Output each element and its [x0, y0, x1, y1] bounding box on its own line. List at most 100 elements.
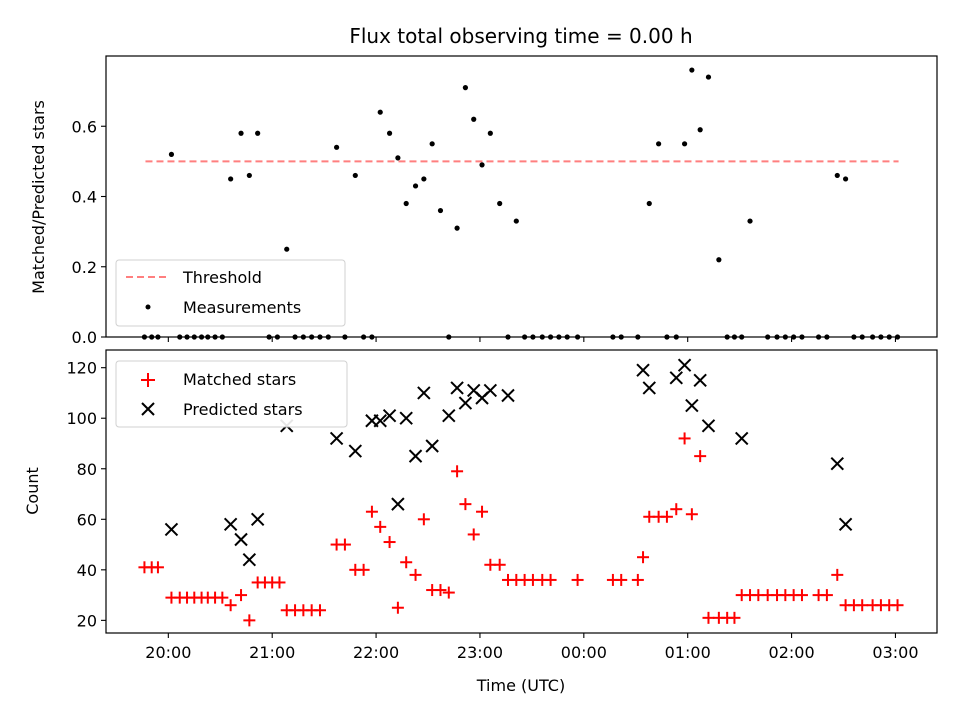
measurement-point: [421, 176, 427, 182]
predicted-star-marker: [701, 419, 716, 433]
predicted-star-marker: [830, 456, 844, 471]
matched-star-marker: [400, 556, 413, 569]
y-tick-label: 40: [77, 561, 97, 580]
legend-threshold-label: Threshold: [182, 268, 262, 287]
predicted-marker-b: [329, 431, 344, 446]
measurement-point: [697, 127, 703, 133]
bottom-y-axis-label: Count: [23, 467, 42, 515]
measurement-point: [454, 225, 460, 231]
matched-star-marker: [856, 599, 869, 612]
y-tick-label: 80: [77, 460, 97, 479]
matched-star-marker: [685, 508, 698, 521]
measurement-point: [681, 141, 688, 147]
predicted-marker-b: [382, 408, 397, 423]
matched-star-marker: [338, 538, 351, 551]
predicted-star-marker: [642, 381, 656, 395]
measurement-point: [462, 85, 469, 91]
predicted-marker-b: [223, 517, 238, 532]
matched-star-marker: [467, 528, 480, 541]
measurement-point: [352, 172, 358, 179]
legend-predicted-label: Predicted stars: [183, 400, 303, 419]
predicted-star-marker: [425, 439, 439, 453]
matched-star-marker: [631, 573, 644, 586]
measurement-point: [403, 200, 409, 207]
x-axis-label: Time (UTC): [476, 676, 565, 695]
y-tick-label: 20: [77, 611, 97, 630]
predicted-star-marker: [399, 411, 413, 425]
y-tick-label: 0.0: [72, 328, 97, 347]
y-tick-label: 0.6: [72, 117, 97, 136]
matched-star-marker: [493, 558, 506, 571]
matched-star-marker: [417, 513, 430, 526]
measurement-point: [429, 141, 435, 147]
matched-star-marker: [383, 536, 396, 549]
legend-measurements-label: Measurements: [183, 298, 301, 317]
y-tick-label: 100: [66, 409, 97, 428]
predicted-marker-b: [164, 522, 179, 537]
predicted-star-marker: [693, 373, 707, 388]
measurement-point: [238, 130, 244, 136]
matched-star-marker: [728, 611, 741, 624]
top-panel: 0.0 0.2 0.4 0.6 Matched/Predicted stars Thr…: [29, 55, 938, 347]
bottom-plot-area: [138, 358, 904, 627]
matched-star-marker: [451, 465, 464, 478]
predicted-marker-b: [483, 383, 498, 398]
predicted-marker-b: [373, 414, 387, 428]
y-tick-label: 0.2: [72, 258, 97, 277]
matched-star-marker: [357, 563, 370, 576]
matched-star-marker: [831, 568, 844, 581]
predicted-marker-b: [250, 512, 265, 527]
bottom-x-ticks: 20:00 21:00 22:00 23:00 00:00 01:00 02:00 03:00: [145, 633, 919, 662]
bottom-y-ticks: 20 40 60 80 100 120: [66, 359, 106, 630]
matched-star-marker: [216, 591, 229, 604]
measurement-point: [646, 200, 652, 207]
measurement-point: [395, 155, 401, 161]
legend-matched-label: Matched stars: [183, 370, 296, 389]
predicted-marker-b: [838, 517, 853, 532]
predicted-star-marker: [685, 398, 699, 413]
matched-star-marker: [678, 432, 691, 445]
predicted-marker-b: [685, 398, 699, 413]
predicted-star-marker: [408, 449, 423, 463]
matched-star-marker: [571, 573, 584, 586]
measurement-point: [834, 172, 840, 179]
measurement-point: [412, 183, 419, 189]
predicted-marker-b: [677, 358, 692, 372]
predicted-star-marker: [442, 408, 456, 423]
x-tick-label: 00:00: [561, 643, 607, 662]
predicted-marker-b: [242, 553, 257, 567]
predicted-star-marker: [669, 371, 683, 385]
predicted-star-marker: [483, 383, 498, 398]
measurement-point: [747, 218, 753, 224]
predicted-marker-b: [735, 431, 749, 446]
x-tick-label: 02:00: [769, 643, 815, 662]
measurement-point: [284, 246, 290, 252]
measurement-point: [471, 116, 477, 122]
predicted-marker-b: [408, 449, 423, 463]
measurement-point: [716, 257, 722, 263]
predicted-star-marker: [458, 396, 473, 410]
x-tick-label: 21:00: [249, 643, 295, 662]
x-tick-label: 22:00: [353, 643, 399, 662]
predicted-marker-b: [693, 373, 707, 388]
predicted-marker-b: [458, 396, 473, 410]
matched-star-marker: [409, 568, 422, 581]
y-tick-label: 0.4: [72, 188, 97, 207]
measurement-point: [437, 207, 444, 214]
predicted-star-marker: [382, 408, 397, 423]
predicted-marker-b: [348, 444, 363, 458]
legend-predicted-swatch: [141, 402, 155, 416]
measurement-point: [255, 130, 261, 136]
predicted-marker-b: [830, 456, 844, 471]
measurement-point: [479, 162, 485, 168]
matched-star-marker: [459, 498, 472, 511]
bottom-legend: Matched stars Predicted stars: [115, 360, 348, 428]
predicted-star-marker: [501, 388, 515, 403]
predicted-star-marker: [735, 431, 749, 446]
predicted-marker-b: [391, 497, 405, 511]
measurement-point: [334, 144, 340, 150]
predicted-star-marker: [677, 358, 692, 372]
matched-star-marker: [476, 505, 489, 518]
measurement-point: [497, 200, 503, 207]
